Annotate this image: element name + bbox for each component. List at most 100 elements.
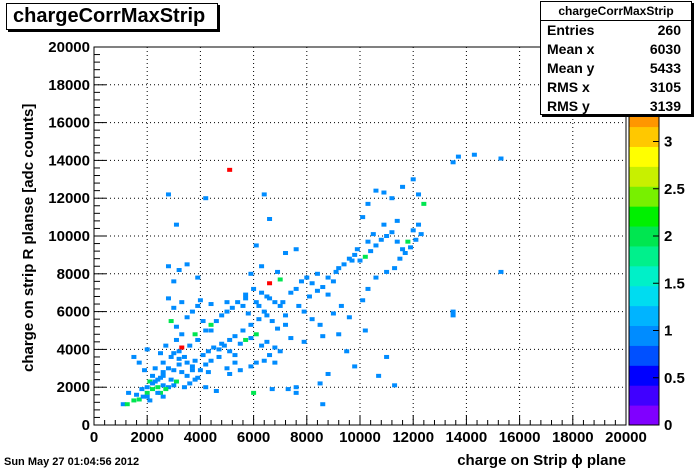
x-tick-label: 8000: [290, 429, 323, 446]
heatmap-cell: [261, 309, 267, 314]
heatmap-cell: [213, 388, 219, 393]
heatmap-cell: [235, 300, 241, 305]
x-tick-label: 4000: [184, 429, 217, 446]
heatmap-cell: [216, 347, 222, 352]
heatmap-cell: [253, 243, 259, 248]
heatmap-cell: [298, 279, 304, 284]
heatmap-cell: [158, 390, 163, 395]
histogram-title: chargeCorrMaxStrip: [6, 3, 218, 30]
heatmap-cell: [192, 358, 198, 363]
palette-tick-label: 0: [664, 417, 672, 434]
stats-row-rms-y: RMS y 3139: [541, 97, 691, 116]
heatmap-cell: [325, 275, 331, 280]
heatmap-cell: [293, 390, 299, 395]
heatmap-cell: [160, 373, 166, 378]
heatmap-cell: [160, 394, 166, 399]
heatmap-cell: [243, 337, 249, 342]
heatmap-cell: [131, 354, 137, 359]
heatmap-cell: [144, 347, 150, 352]
heatmap-cell: [203, 196, 209, 201]
heatmap-cell: [179, 370, 185, 375]
heatmap-cell: [213, 319, 219, 324]
heatmap-cell: [171, 368, 177, 373]
y-tick-label: 8000: [57, 266, 90, 283]
heatmap-cell: [187, 381, 193, 386]
heatmap-cell: [208, 302, 214, 307]
heatmap-cell: [184, 373, 190, 378]
x-tick-label: 16000: [499, 429, 541, 446]
heatmap-cell: [471, 152, 477, 157]
heatmap-cell: [165, 366, 171, 371]
palette-swatch: [629, 285, 659, 307]
heatmap-cell: [402, 251, 408, 256]
heatmap-cell: [147, 398, 153, 403]
heatmap-cell: [189, 364, 195, 369]
y-tick-label: 4000: [57, 341, 90, 358]
heatmap-cell: [224, 300, 230, 305]
heatmap-cell: [269, 387, 275, 392]
heatmap-cell: [139, 387, 145, 392]
heatmap-cell: [320, 334, 326, 339]
heatmap-cell: [208, 328, 214, 333]
heatmap-cell: [285, 387, 291, 392]
heatmap-cell: [197, 368, 203, 373]
heatmap-cell: [179, 345, 185, 350]
heatmap-cell: [189, 309, 195, 314]
heatmap-cell: [134, 392, 140, 397]
heatmap-cell: [346, 256, 352, 261]
heatmap-cell: [384, 354, 390, 359]
heatmap-cell: [384, 269, 390, 274]
heatmap-cell: [229, 305, 235, 310]
heatmap-cell: [248, 271, 254, 276]
heatmap-cell: [243, 296, 249, 301]
x-tick-label: 18000: [552, 429, 594, 446]
palette-swatch: [629, 166, 659, 187]
heatmap-cell: [269, 319, 275, 324]
x-tick-label: 14000: [446, 429, 488, 446]
heatmap-cell: [264, 313, 270, 318]
heatmap-cell: [221, 343, 227, 348]
palette-tick-label: 0.5: [664, 370, 685, 387]
palette-tick-label: 2.5: [664, 181, 685, 198]
heatmap-cell: [192, 332, 198, 337]
heatmap-cell: [450, 313, 456, 318]
heatmap-cell: [410, 177, 416, 182]
x-tick-label: 6000: [237, 429, 270, 446]
palette-tick-label: 2: [664, 228, 672, 245]
heatmap-cell: [389, 196, 395, 201]
y-axis-title: charge on strip R planse [adc counts]: [20, 104, 37, 372]
heatmap-cell: [184, 262, 190, 267]
heatmap-cell: [325, 371, 331, 376]
heatmap-cell: [152, 379, 158, 384]
heatmap-cell: [498, 269, 504, 274]
heatmap-cell: [227, 337, 233, 342]
palette-swatch: [629, 126, 659, 147]
heatmap-cell: [368, 249, 374, 254]
palette-tick-label: 1.5: [664, 275, 685, 292]
y-tick-label: 2000: [57, 379, 90, 396]
palette-swatch: [629, 146, 659, 167]
x-axis-title: charge on Strip ϕ plane: [457, 452, 626, 469]
stats-label: RMS x: [547, 79, 590, 95]
heatmap-cell: [232, 353, 238, 358]
heatmap-cell: [168, 377, 174, 382]
heatmap-cell: [253, 332, 259, 337]
heatmap-cell: [136, 397, 142, 402]
heatmap-cell: [450, 160, 456, 165]
heatmap-cell: [397, 256, 403, 261]
heatmap-cell: [373, 243, 379, 248]
heatmap-cell: [131, 398, 137, 403]
palette-tick-label: 1: [664, 323, 672, 340]
heatmap-cell: [173, 337, 179, 342]
heatmap-cell: [256, 317, 262, 322]
heatmap-cell: [416, 222, 422, 227]
heatmap-cell: [267, 216, 273, 221]
heatmap-cell: [219, 341, 225, 346]
palette-swatch: [629, 405, 659, 426]
heatmap-cell: [293, 385, 299, 390]
heatmap-cell: [418, 232, 424, 237]
heatmap-cell: [240, 328, 246, 333]
heatmap-cell: [288, 336, 294, 341]
heatmap-cell: [272, 300, 278, 305]
heatmap-cell: [144, 390, 150, 395]
